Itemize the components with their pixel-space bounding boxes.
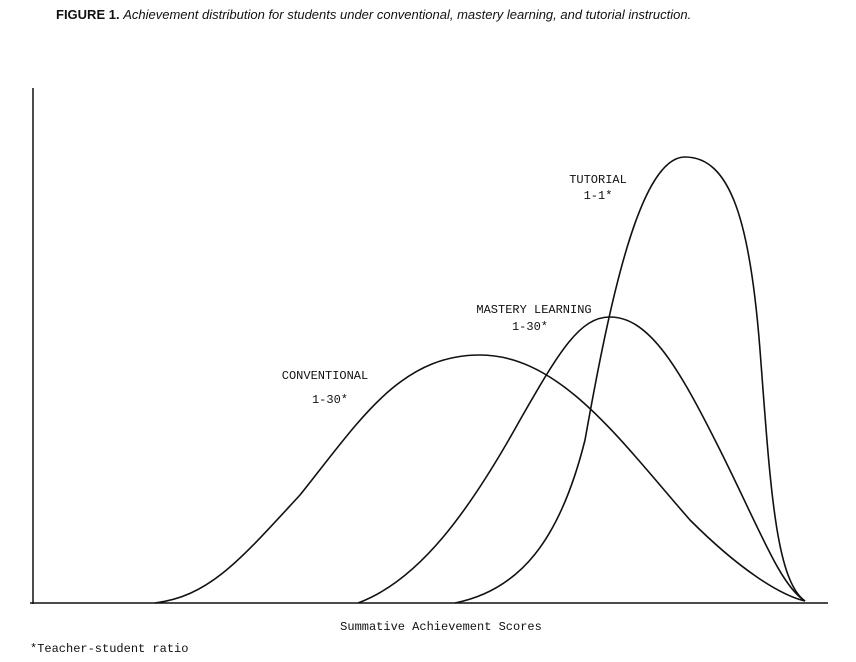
curve-label: CONVENTIONAL	[282, 369, 368, 383]
curve-label: TUTORIAL	[569, 173, 627, 187]
caption-text: Achievement distribution for students un…	[123, 7, 692, 22]
mastery-curve	[357, 316, 806, 604]
curve-ratio: 1-30*	[512, 320, 548, 334]
curve-label: MASTERY LEARNING	[476, 303, 591, 317]
conventional-curve	[154, 354, 806, 604]
curve-ratio: 1-30*	[312, 393, 348, 407]
tutorial-curve	[454, 156, 806, 604]
footnote: *Teacher-student ratio	[30, 642, 188, 656]
figure-label: FIGURE 1.	[56, 7, 120, 22]
x-axis-label: Summative Achievement Scores	[340, 620, 542, 634]
figure-caption: FIGURE 1. Achievement distribution for s…	[56, 7, 826, 22]
curve-ratio: 1-1*	[584, 189, 613, 203]
